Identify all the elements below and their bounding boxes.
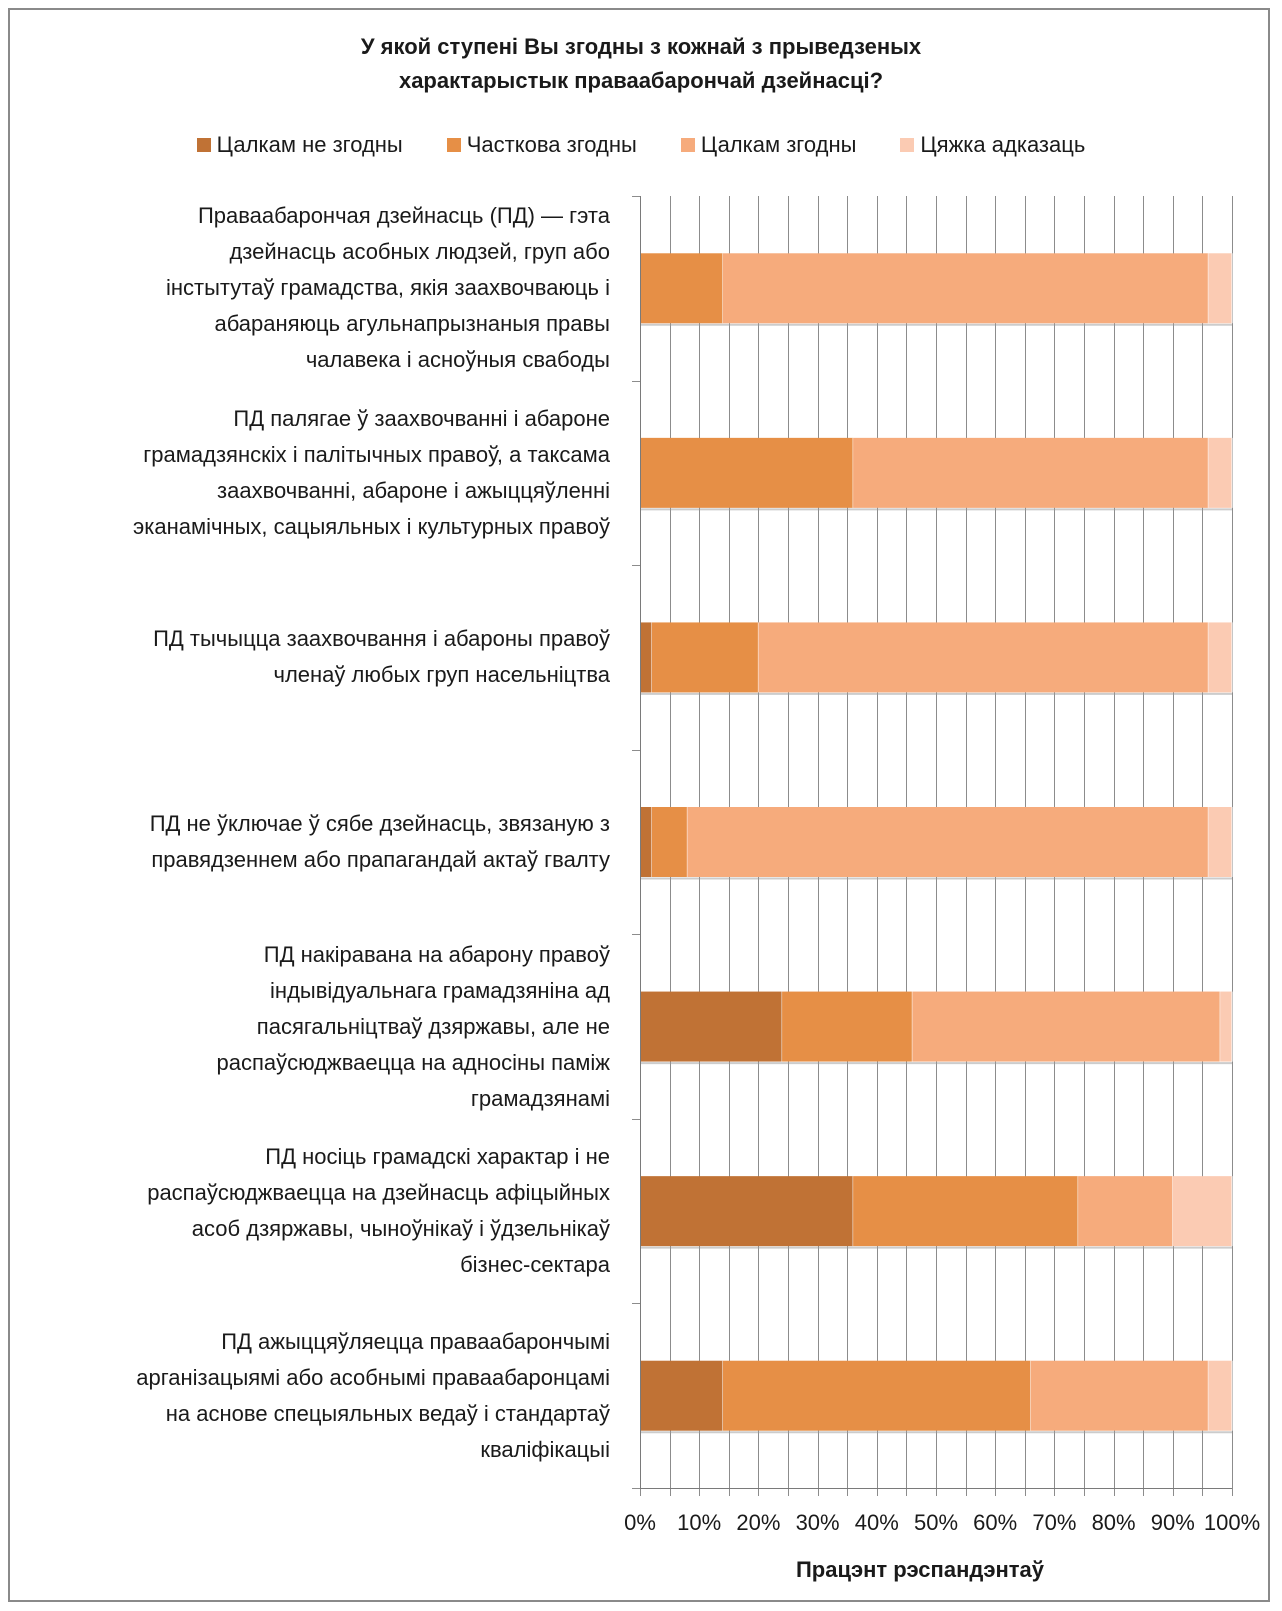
category-label-line: ПД ажыццяўляецца праваабарончымі [221, 1328, 610, 1354]
legend-swatch [446, 138, 461, 152]
x-tick-label: 40% [855, 1510, 899, 1535]
bar-segment [1208, 622, 1232, 693]
legend-label: Цалкам не згодны [216, 132, 403, 157]
bar-segment [640, 1360, 723, 1431]
bar-segment [1220, 991, 1232, 1062]
legend-item: Цалкам згодны [680, 132, 857, 158]
legend-swatch [900, 138, 915, 152]
category-label-line: кваліфікацыі [480, 1436, 610, 1462]
category-label: ПД тычыцца заахвочвання і абароны правоў… [20, 621, 610, 693]
x-tick-label: 30% [796, 1510, 840, 1535]
x-tick-label: 100% [1204, 1510, 1260, 1535]
bar-segment [1208, 437, 1232, 508]
category-label-line: дзейнасць асобных людзей, груп або [229, 239, 610, 265]
legend-item: Часткова згодны [446, 132, 637, 158]
legend-swatch [196, 138, 211, 152]
legend-label: Часткова згодны [466, 132, 637, 157]
category-label-line: абараняюць агульнапрызнаныя правы [214, 311, 610, 337]
category-label-line: арганізацыямі або асобнымі праваабаронца… [136, 1364, 610, 1390]
category-label-line: бізнес-сектара [460, 1252, 610, 1278]
x-tick-label: 90% [1151, 1510, 1195, 1535]
x-tick-label: 80% [1092, 1510, 1136, 1535]
category-label-line: заахвочванні, абароне і ажыццяўленні [217, 477, 610, 503]
x-axis-title: Працэнт рэспандэнтаў [795, 1557, 1045, 1582]
bar-segment [640, 253, 723, 324]
category-label-line: ПД носіць грамадскі характар і не [265, 1144, 610, 1170]
legend-swatch [680, 138, 695, 152]
bar-segment [687, 807, 1209, 877]
legend-item: Цяжка адказаць [900, 132, 1085, 158]
bar-segment [1030, 1360, 1209, 1431]
category-label: ПД носіць грамадскі характар і не распаўс… [20, 1139, 610, 1283]
category-label-line: пасягальніцтваў дзяржавы, але не [256, 1013, 610, 1039]
bar-segment [640, 991, 783, 1062]
chart-title-line-2: характарыстык праваабарончай дзейнасці? [398, 68, 884, 93]
bar-segment [782, 991, 913, 1062]
category-label: ПД палягае ў заахвочванні і абароне грама… [20, 401, 610, 545]
category-label-line: асоб дзяржавы, чыноўнікаў і ўдзельнікаў [191, 1216, 610, 1242]
category-label-line: распаўсюджваецца на дзейнасць афіцыйных [147, 1180, 610, 1206]
legend-item: Цалкам не згодны [196, 132, 403, 158]
bar-segment [1208, 1360, 1232, 1431]
bar-segment [1078, 1176, 1173, 1247]
category-label-line: эканамічных, сацыяльных і культурных пра… [133, 513, 610, 539]
bar-segment [640, 1176, 854, 1247]
category-label-line: грамадзянамі [470, 1085, 610, 1111]
category-label: ПД ажыццяўляецца праваабарончымі арганіза… [20, 1324, 610, 1468]
category-label-line: ПД не ўключае ў сябе дзейнасць, звязаную… [149, 811, 610, 836]
legend: Цалкам не згодны Часткова згодны Цалкам зг… [0, 128, 1282, 162]
x-tick-label: 10% [677, 1510, 721, 1535]
category-label-line: Праваабарончая дзейнасць (ПД) — гэта [197, 203, 610, 229]
category-label-line: ПД тычыцца заахвочвання і абароны правоў [153, 626, 610, 652]
bar-segment [758, 622, 1209, 693]
category-label-line: грамадзянскіх і палітычных правоў, а так… [143, 441, 610, 467]
bar-segment [853, 437, 1209, 508]
x-tick-label: 70% [1032, 1510, 1076, 1535]
chart-title: У якой ступені Вы згодны з кожнай з прыв… [0, 30, 1282, 98]
chart-title-line-1: У якой ступені Вы згодны з кожнай з прыв… [360, 34, 922, 59]
bar-segment [1208, 807, 1232, 877]
category-label-line: на аснове спецыяльных ведаў і стандартаў [165, 1400, 610, 1426]
legend-label: Цяжка адказаць [920, 132, 1086, 157]
category-label: ПД накіравана на абарону правоў індывідуа… [20, 937, 610, 1117]
bar-segment [722, 1360, 1031, 1431]
category-label-line: чалавека і асноўныя свабоды [305, 347, 610, 373]
category-label-line: ПД накіравана на абарону правоў [263, 941, 610, 967]
category-label-line: членаў любых груп насельніцтва [273, 662, 610, 688]
bar-segment [640, 437, 854, 508]
bar-segment [651, 807, 688, 877]
x-tick-label: 50% [914, 1510, 958, 1535]
category-label: Праваабарончая дзейнасць (ПД) — гэта дзей… [20, 198, 610, 378]
bar-segment [853, 1176, 1079, 1247]
bar-segment [1208, 253, 1232, 324]
bar-segment [651, 622, 759, 693]
x-tick-label: 60% [973, 1510, 1017, 1535]
category-label-line: распаўсюджваецца на адносіны паміж [216, 1049, 610, 1075]
category-label-line: індывідуальнага грамадзяніна ад [270, 977, 610, 1003]
legend-label: Цалкам згодны [700, 132, 857, 157]
bar-segment [912, 991, 1221, 1062]
bar-segment [722, 253, 1209, 324]
category-label-line: правядзеннем або прапагандай актаў гвалт… [151, 847, 610, 872]
bar-segment [640, 622, 652, 693]
category-label-line: ПД палягае ў заахвочванні і абароне [233, 405, 610, 431]
x-tick-label: 20% [736, 1510, 780, 1535]
x-tick-label: 0% [624, 1510, 656, 1535]
category-label-line: інстытутаў грамадства, якія заахвочваюць… [166, 275, 610, 301]
category-label: ПД не ўключае ў сябе дзейнасць, звязаную… [20, 806, 610, 878]
bar-segment [640, 807, 652, 877]
bar-segment [1172, 1176, 1232, 1247]
